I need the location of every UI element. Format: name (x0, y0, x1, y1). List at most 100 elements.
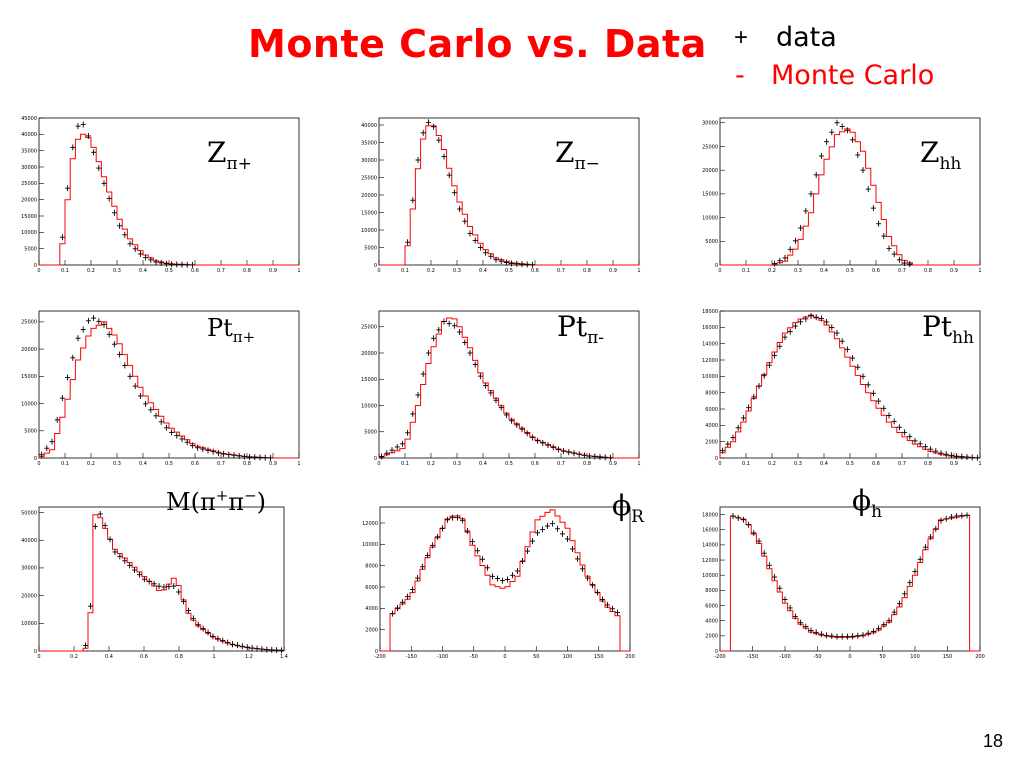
data-point (860, 373, 866, 380)
data-point (163, 424, 169, 431)
x-tick-label: 0.3 (453, 461, 461, 467)
data-point (607, 454, 613, 461)
x-tick-label: 1 (978, 268, 981, 274)
data-point (891, 251, 897, 258)
data-point (151, 580, 157, 587)
label-part: π (228, 488, 244, 516)
x-tick-label: 0.2 (768, 268, 776, 274)
data-point (896, 256, 902, 263)
x-tick-label: 0.4 (820, 268, 828, 274)
data-point (928, 534, 934, 541)
data-point (405, 239, 411, 246)
x-tick-label: 0.2 (768, 461, 776, 467)
svg-text:Zπ+: Zπ+ (207, 136, 252, 174)
data-point (451, 322, 457, 329)
y-tick-label: 0 (374, 263, 377, 269)
data-point (85, 317, 91, 324)
data-point (844, 127, 850, 134)
data-point (818, 631, 824, 638)
x-tick-label: 0.7 (898, 461, 906, 467)
data-point (244, 644, 250, 651)
data-point (122, 557, 128, 564)
data-point (75, 123, 81, 130)
y-tick-label: 6000 (705, 603, 718, 609)
data-point (500, 577, 505, 584)
svg-text:Ptπ+: Ptπ+ (207, 314, 255, 346)
x-tick-label: 100 (563, 654, 573, 660)
y-tick-label: 15000 (21, 214, 37, 220)
x-tick-label: -200 (714, 654, 725, 660)
x-tick-label: 0.7 (217, 268, 225, 274)
y-tick-label: 6000 (705, 407, 718, 413)
y-tick-label: 25000 (21, 320, 37, 326)
data-point (394, 443, 400, 450)
data-point (274, 647, 280, 654)
data-point (87, 603, 93, 610)
data-point (425, 350, 431, 356)
data-point (870, 205, 876, 212)
x-tick-label: 0.4 (139, 268, 147, 274)
data-point (143, 254, 149, 261)
data-point (580, 565, 585, 572)
data-point (163, 260, 169, 267)
data-point (907, 261, 913, 268)
data-point (420, 371, 426, 377)
data-point (772, 352, 778, 359)
data-point (136, 571, 142, 578)
data-point (485, 564, 490, 571)
data-point (122, 362, 128, 369)
data-point (241, 453, 247, 460)
svg-text:ϕR: ϕR (612, 489, 645, 527)
data-point (766, 362, 772, 369)
data-point (585, 575, 590, 582)
legend-mc-marker: - (735, 60, 745, 91)
data-point (262, 454, 268, 461)
data-point (215, 449, 221, 456)
data-point (189, 442, 195, 449)
y-tick-label: 20000 (21, 347, 37, 353)
y-tick-label: 30000 (702, 121, 718, 127)
y-tick-label: 10000 (702, 573, 718, 579)
svg-text:Pthh: Pthh (922, 310, 974, 348)
data-point (787, 246, 793, 253)
data-point (535, 437, 541, 444)
data-point (565, 536, 570, 542)
x-tick-label: 0.6 (191, 268, 199, 274)
data-point (189, 261, 195, 268)
y-tick-label: 40000 (21, 132, 37, 138)
y-tick-label: 12000 (362, 521, 378, 527)
y-tick-label: 10000 (702, 215, 718, 221)
x-tick-label: 0.8 (243, 268, 251, 274)
data-point (535, 529, 540, 536)
data-point (808, 627, 814, 634)
data-point (477, 244, 483, 251)
x-tick-label: 0.4 (479, 268, 487, 274)
label-part: R (631, 507, 645, 527)
data-point (97, 510, 103, 517)
y-tick-label: 5000 (364, 245, 377, 251)
x-tick-label: 1.2 (245, 654, 253, 660)
data-point (488, 253, 494, 260)
data-point (720, 447, 726, 454)
data-point (101, 180, 107, 187)
data-point (907, 579, 913, 586)
y-tick-label: 25000 (361, 325, 377, 331)
data-point (964, 453, 970, 460)
data-point (571, 450, 577, 457)
x-tick-label: 0.2 (70, 654, 78, 660)
data-point (581, 452, 587, 459)
data-point (969, 454, 975, 461)
label-part: hh (952, 328, 974, 348)
x-tick-label: 0.1 (401, 461, 409, 467)
data-point (205, 447, 211, 454)
data-point (540, 439, 546, 446)
data-point (252, 454, 258, 461)
data-point (545, 522, 550, 529)
x-tick-label: 0.4 (105, 654, 113, 660)
data-point (457, 329, 463, 335)
x-tick-label: 0.8 (924, 461, 932, 467)
data-point (798, 318, 804, 325)
data-point (855, 632, 861, 639)
data-point (210, 448, 216, 455)
histogram-panel-9: 0200040006000800010000120001400016000180… (702, 506, 985, 660)
